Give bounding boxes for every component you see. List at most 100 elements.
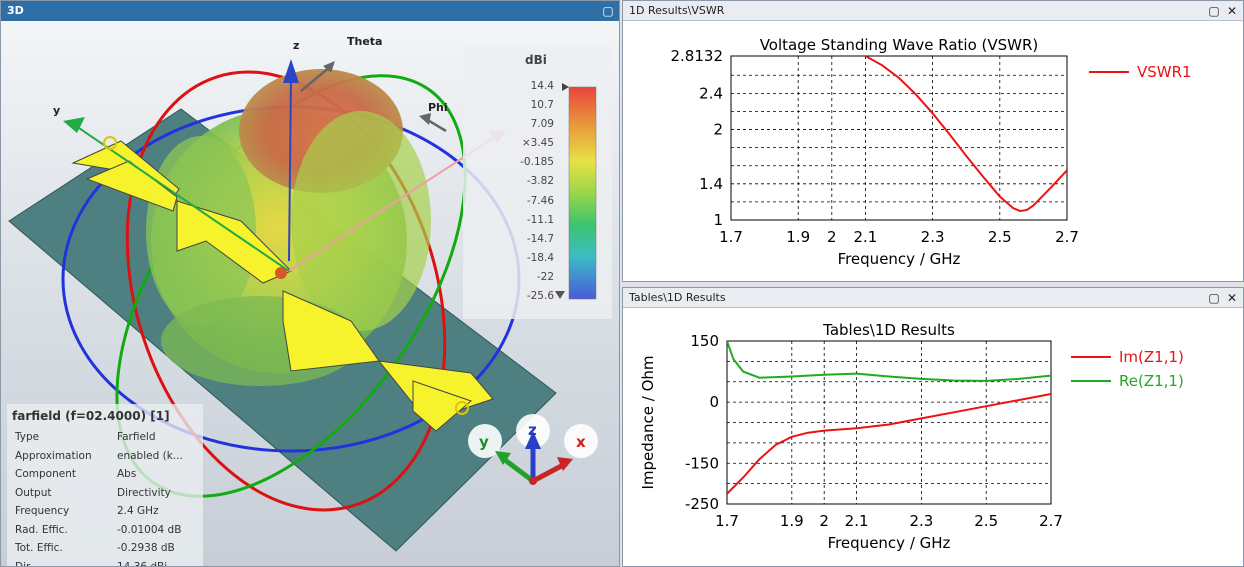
colorbar-scale (555, 83, 597, 300)
orientation-triad[interactable]: x y z (468, 414, 598, 485)
chart-title: Tables\1D Results (822, 321, 955, 339)
impedance-result-window: Tables\1D Results ▢ ✕ 1.7 1.9 2 2.1 2.3 2.5 2.… (622, 287, 1244, 567)
theta-arrow-head (323, 61, 335, 73)
y-tick-label: -150 (685, 454, 719, 472)
colorbar-tick-label: -7.46 (526, 194, 554, 207)
theta-direction-arrow (300, 65, 332, 92)
x-tick-label: 2.3 (921, 228, 945, 246)
y-tick-label: 2 (713, 121, 723, 139)
y-tick-label: -250 (685, 495, 719, 513)
y-tick-label: 2.8132 (671, 47, 724, 65)
farfield-properties-title: farfield (f=02.4000) [1] (12, 409, 170, 423)
x-tick-label: 2 (819, 512, 829, 530)
close-tables-button[interactable]: ✕ (1226, 291, 1238, 305)
farfield-3d-window: 3D ▢ (0, 0, 620, 567)
x-tick-label: 1.9 (786, 228, 810, 246)
colorbar-max-marker (562, 83, 569, 91)
x-axis-label: Frequency / GHz (828, 534, 951, 552)
axis-arrow-y (63, 117, 85, 133)
property-value: Abs (117, 468, 137, 480)
maximize-vswr-button[interactable]: ▢ (1208, 4, 1220, 18)
farfield-properties-panel: farfield (f=02.4000) [1] Type Farfield App… (7, 404, 203, 567)
property-key: Frequency (15, 505, 70, 517)
triad-x-label: x (576, 433, 586, 451)
property-key: Output (15, 486, 52, 499)
window-title-3d: 3D (1, 1, 619, 21)
x-tick-label: 1.7 (719, 228, 743, 246)
x-tick-label: 2.7 (1055, 228, 1079, 246)
antenna-patch-lower-b (412, 380, 472, 432)
chart-title: Voltage Standing Wave Ratio (VSWR) (760, 36, 1039, 54)
x-tick-label: 1.7 (715, 512, 739, 530)
triad-z-label: z (528, 421, 537, 439)
property-key: Dir. (15, 560, 33, 567)
property-key: Type (15, 431, 40, 443)
y-axis-label: Impedance / Ohm (639, 356, 657, 490)
axis-line-z (288, 75, 292, 262)
window-title-tables: Tables\1D Results (623, 288, 1243, 308)
property-key: Rad. Effic. (15, 523, 68, 536)
origin-marker (275, 267, 287, 279)
x-axis-label: Frequency / GHz (838, 250, 961, 268)
x-tick-label: 2.3 (909, 512, 933, 530)
impedance-chart[interactable]: 1.7 1.9 2 2.1 2.3 2.5 2.7 150 0 -150 -250 Tables\1D… (623, 308, 1243, 566)
close-vswr-button[interactable]: ✕ (1226, 4, 1238, 18)
colorbar-tick-label: -3.82 (526, 175, 554, 188)
x-tick-label: 1.9 (780, 512, 804, 530)
legend-label: VSWR1 (1137, 63, 1192, 81)
legend-label: Re(Z1,1) (1119, 372, 1184, 390)
property-value: 2.4 GHz (117, 505, 159, 517)
property-value: -0.01004 dB (117, 523, 182, 536)
antenna-patch-upper-b (85, 160, 178, 212)
series-line (727, 393, 1051, 495)
property-value: Farfield (117, 431, 156, 443)
window-title-vswr: 1D Results\VSWR (623, 1, 1243, 21)
maximize-3d-button[interactable]: ▢ (602, 4, 614, 18)
x-tick-label: 2.1 (853, 228, 877, 246)
colorbar-tick-label: -18.4 (526, 251, 554, 264)
colorbar-tick-label: 10.7 (530, 99, 554, 112)
y-tick-label: 1.4 (699, 175, 723, 193)
phi-arrow-head (419, 113, 431, 125)
axis-line-y (75, 125, 290, 272)
x-tick-label: 2.5 (974, 512, 998, 530)
x-tick-label: 2.1 (845, 512, 869, 530)
series-line (864, 56, 1067, 213)
colorbar-unit: dBi (525, 53, 547, 67)
property-value: -0.2938 dB (117, 542, 175, 554)
colorbar-tick-label: -11.1 (526, 213, 554, 226)
property-key: Approximation (15, 449, 92, 462)
property-value: Directivity (117, 486, 171, 499)
colorbar-tick-label: -14.7 (526, 232, 554, 245)
colorbar-tick-label: -22 (536, 270, 554, 283)
y-tick-label: 0 (709, 393, 719, 411)
feed-marker-upper (103, 136, 117, 150)
colorbar-min-marker (555, 291, 565, 299)
x-tick-label: 2.5 (988, 228, 1012, 246)
property-key: Tot. Effic. (15, 542, 63, 554)
3d-scene[interactable]: z y Theta Phi x y z (1, 21, 619, 566)
phi-label: Phi (428, 101, 448, 114)
y-tick-label: 2.4 (699, 84, 723, 102)
property-value: 14.36 dBi (117, 560, 168, 567)
colorbar-tick-label: 7.09 (530, 118, 554, 131)
radiation-pattern-lobe-right (291, 111, 431, 331)
theta-label: Theta (347, 35, 382, 48)
vswr-result-window: 1D Results\VSWR ▢ ✕ 1.7 1.9 2 2.1 2.3 2.5 2.7 1… (622, 0, 1244, 282)
property-value: enabled (k... (117, 449, 183, 462)
axis-arrow-z (283, 59, 299, 83)
z-axis-label: z (293, 39, 299, 52)
y-tick-label: 1 (713, 211, 723, 229)
maximize-tables-button[interactable]: ▢ (1208, 291, 1220, 305)
3d-viewport[interactable]: z y Theta Phi x y z dBi (1, 21, 619, 566)
colorbar-tick-label: -25.6 (526, 290, 554, 302)
colorbar-panel: dBi 14.4 10.7 7.09 ×3.45 -0.185 -3.82 -7.46 -11… (463, 47, 612, 319)
plot-area (730, 55, 1068, 221)
antenna-bowtie-center (176, 200, 292, 284)
x-tick-label: 2 (827, 228, 837, 246)
legend-label: Im(Z1,1) (1119, 348, 1184, 366)
y-axis-label: y (53, 104, 60, 117)
feed-marker-lower (455, 401, 469, 415)
x-tick-label: 2.7 (1039, 512, 1063, 530)
vswr-chart[interactable]: 1.7 1.9 2 2.1 2.3 2.5 2.7 1 1.4 2 2.4 2.8132 Voltage… (623, 21, 1243, 281)
